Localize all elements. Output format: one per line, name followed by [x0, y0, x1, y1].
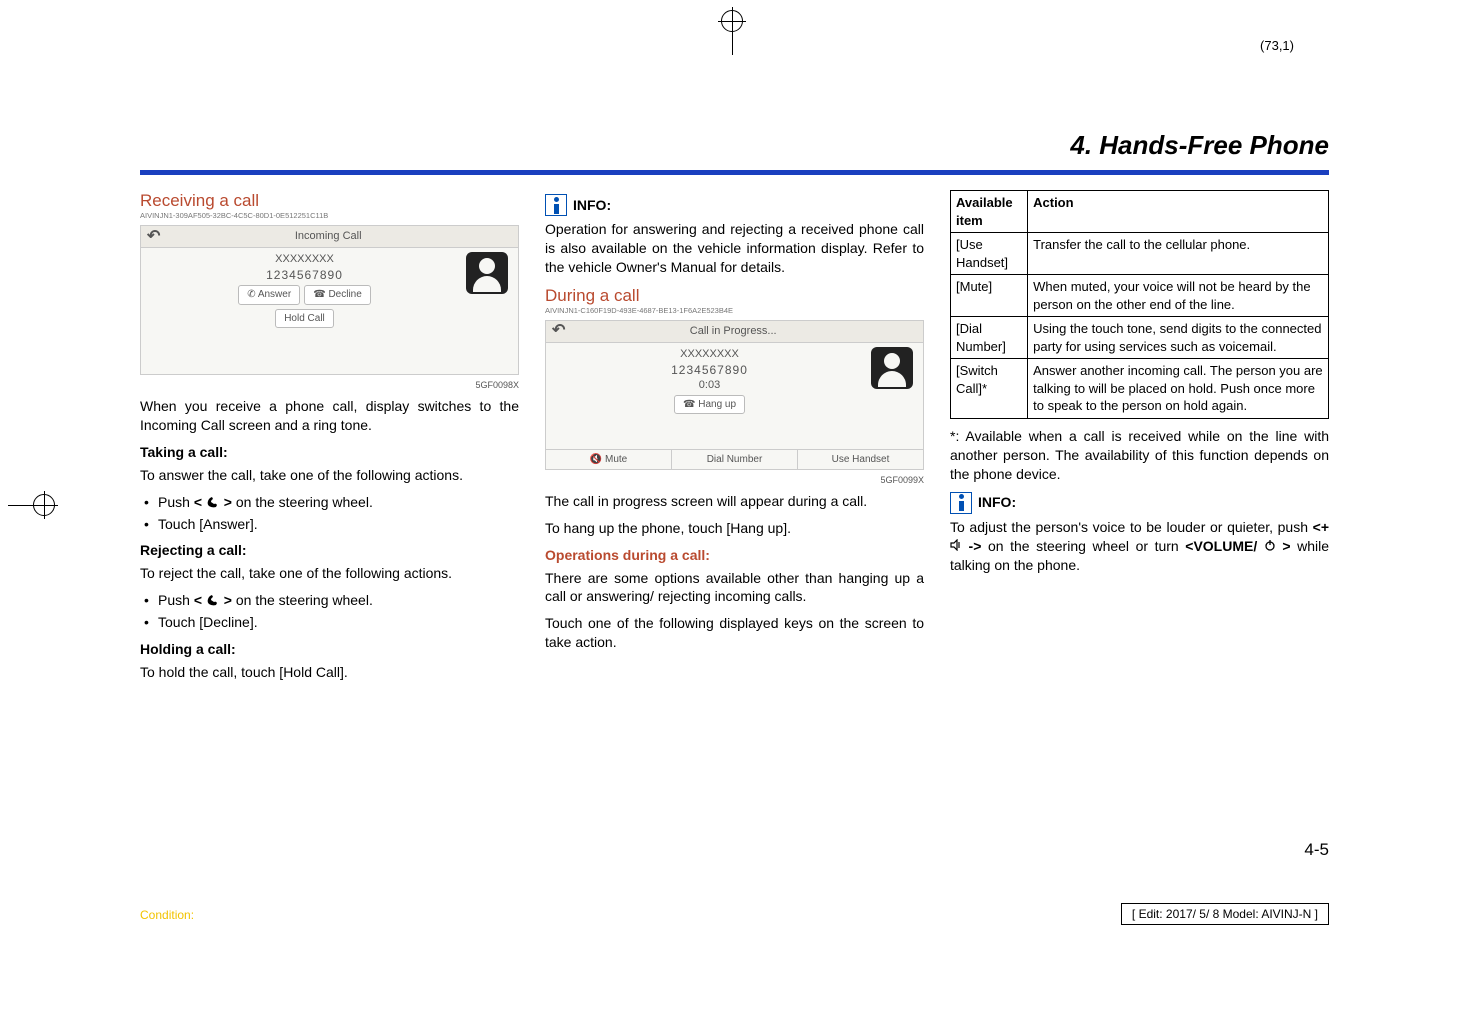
speaker-icon — [950, 537, 962, 556]
hangup-button: ☎ Hang up — [674, 395, 745, 415]
para-receive: When you receive a phone call, display s… — [140, 397, 519, 435]
content-columns: Receiving a call AIVINJN1-309AF505-32BC-… — [140, 190, 1329, 865]
list-item: Push < > on the steering wheel. — [140, 493, 519, 513]
phone-icon: ✆ — [247, 289, 255, 300]
info-label: INFO: — [978, 493, 1016, 512]
list-item: Touch [Decline]. — [140, 613, 519, 632]
th-action: Action — [1028, 191, 1329, 233]
answer-button: ✆ Answer — [238, 285, 300, 305]
action-table: Available item Action [Use Handset] Tran… — [950, 190, 1329, 419]
column-2: INFO: Operation for answering and reject… — [545, 190, 924, 865]
page-number-bottom: 4-5 — [1304, 840, 1329, 860]
th-item: Available item — [951, 191, 1028, 233]
td-action: Transfer the call to the cellular phone. — [1028, 233, 1329, 275]
power-icon — [1264, 537, 1276, 556]
guid-1: AIVINJN1-309AF505-32BC-4C5C-80D1-0E51225… — [140, 211, 519, 221]
table-row: [Use Handset] Transfer the call to the c… — [951, 233, 1329, 275]
back-icon: ↶ — [552, 320, 565, 342]
phone-glyph — [206, 592, 220, 611]
condition-label: Condition: — [140, 908, 194, 922]
para-touch: Touch one of the following displayed key… — [545, 614, 924, 652]
list-item: Push < > on the steering wheel. — [140, 591, 519, 611]
para-taking: To answer the call, take one of the foll… — [140, 466, 519, 485]
td-item: [Switch Call]* — [951, 359, 1028, 419]
info-label: INFO: — [573, 196, 611, 215]
table-row: Available item Action — [951, 191, 1329, 233]
contact-name: XXXXXXXX — [151, 252, 458, 267]
list-taking: Push < > on the steering wheel. Touch [A… — [140, 493, 519, 534]
avatar-icon — [871, 347, 913, 389]
section-heading-receiving: Receiving a call — [140, 190, 519, 213]
td-action: Answer another incoming call. The person… — [1028, 359, 1329, 419]
td-action: Using the touch tone, send digits to the… — [1028, 317, 1329, 359]
screenshot-title: Call in Progress... — [575, 324, 891, 339]
heading-operations: Operations during a call: — [545, 546, 924, 565]
para-ops: There are some options available other t… — [545, 569, 924, 607]
phone-glyph — [206, 494, 220, 513]
call-time: 0:03 — [556, 378, 863, 393]
screenshot-incoming-call: ↶ Incoming Call XXXXXXXX 1234567890 ✆ An… — [140, 225, 519, 375]
hangup-icon: ☎ — [683, 399, 695, 410]
list-rejecting: Push < > on the steering wheel. Touch [D… — [140, 591, 519, 632]
td-item: [Mute] — [951, 275, 1028, 317]
info-icon — [545, 194, 567, 216]
heading-rejecting: Rejecting a call: — [140, 541, 519, 560]
td-action: When muted, your voice will not be heard… — [1028, 275, 1329, 317]
info-box: INFO: — [950, 492, 1329, 514]
contact-name: XXXXXXXX — [556, 347, 863, 362]
para-holding: To hold the call, touch [Hold Call]. — [140, 663, 519, 682]
edit-info-box: [ Edit: 2017/ 5/ 8 Model: AIVINJ-N ] — [1121, 903, 1329, 925]
back-icon: ↶ — [147, 226, 160, 248]
table-note: *: Available when a call is received whi… — [950, 427, 1329, 484]
crop-mark-top — [687, 10, 777, 55]
table-row: [Switch Call]* Answer another incoming c… — [951, 359, 1329, 419]
info-box: INFO: — [545, 194, 924, 216]
decline-button: ☎ Decline — [304, 285, 371, 305]
screenshot-title: Incoming Call — [170, 229, 486, 244]
table-row: [Dial Number] Using the touch tone, send… — [951, 317, 1329, 359]
table-row: [Mute] When muted, your voice will not b… — [951, 275, 1329, 317]
mute-icon: 🔇 — [590, 454, 602, 465]
td-item: [Dial Number] — [951, 317, 1028, 359]
phone-number: 1234567890 — [151, 267, 458, 283]
para-rejecting: To reject the call, take one of the foll… — [140, 564, 519, 583]
info-para: Operation for answering and rejecting a … — [545, 220, 924, 277]
image-code-2: 5GF0099X — [545, 474, 924, 486]
avatar-icon — [466, 252, 508, 294]
title-rule — [140, 170, 1329, 175]
mute-button: 🔇 Mute — [546, 450, 672, 469]
phone-number: 1234567890 — [556, 362, 863, 378]
heading-holding: Holding a call: — [140, 640, 519, 659]
screenshot-call-progress: ↶ Call in Progress... XXXXXXXX 123456789… — [545, 320, 924, 470]
info-icon — [950, 492, 972, 514]
heading-taking: Taking a call: — [140, 443, 519, 462]
chapter-title: 4. Hands-Free Phone — [1070, 130, 1329, 161]
hangup-icon: ☎ — [313, 289, 325, 300]
guid-2: AIVINJN1-C160F19D-493E-4687-BE13-1F6A2E5… — [545, 306, 924, 316]
info-para-volume: To adjust the person's voice to be loude… — [950, 518, 1329, 576]
dial-button: Dial Number — [672, 450, 798, 469]
column-3: Available item Action [Use Handset] Tran… — [950, 190, 1329, 865]
para-hangup: To hang up the phone, touch [Hang up]. — [545, 519, 924, 538]
column-1: Receiving a call AIVINJN1-309AF505-32BC-… — [140, 190, 519, 865]
para-progress: The call in progress screen will appear … — [545, 492, 924, 511]
handset-button: Use Handset — [798, 450, 923, 469]
hold-button: Hold Call — [275, 309, 334, 329]
crop-mark-left — [8, 460, 63, 550]
list-item: Touch [Answer]. — [140, 515, 519, 534]
td-item: [Use Handset] — [951, 233, 1028, 275]
section-heading-during: During a call — [545, 285, 924, 308]
image-code-1: 5GF0098X — [140, 379, 519, 391]
page-number-top: (73,1) — [1260, 38, 1294, 53]
